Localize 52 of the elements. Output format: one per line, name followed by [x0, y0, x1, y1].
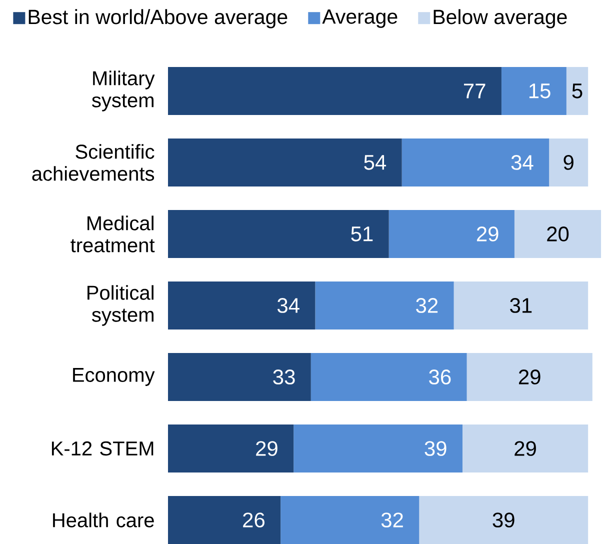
bar	[462, 424, 588, 473]
data-label: 36	[429, 370, 451, 384]
bar	[168, 424, 294, 473]
bar	[168, 496, 281, 544]
bar	[402, 138, 550, 186]
y-tick-label: Political system	[88, 285, 154, 326]
bar	[466, 353, 592, 401]
data-label: 32	[381, 512, 403, 528]
data-label: 33	[273, 370, 295, 384]
y-tick-label: K-12 STEM	[52, 441, 154, 456]
data-label: 26	[243, 512, 264, 528]
bar	[310, 353, 467, 401]
bar	[168, 138, 402, 186]
y-tick-label: Scientific achievements	[32, 144, 154, 181]
data-label: 51	[351, 226, 373, 242]
bar	[501, 66, 566, 115]
bar	[514, 210, 602, 258]
bar	[454, 282, 588, 330]
y-tick-label: Health care	[53, 512, 154, 528]
data-label: 29	[514, 441, 536, 456]
data-label: 15	[529, 84, 550, 98]
bar	[419, 496, 588, 544]
data-label: 34	[277, 298, 300, 313]
data-label: 5	[572, 84, 582, 98]
bar	[315, 282, 454, 330]
data-label: 20	[547, 226, 569, 242]
data-label: 31	[510, 298, 532, 313]
data-label: 54	[364, 155, 386, 170]
bar	[168, 66, 502, 115]
legend-label: Average	[322, 10, 398, 28]
y-tick-label: Economy	[73, 368, 155, 386]
bar	[168, 282, 316, 330]
bar	[388, 210, 514, 258]
bar	[280, 496, 420, 544]
bar	[168, 353, 311, 401]
bar	[549, 138, 588, 186]
bar	[566, 66, 588, 115]
data-label: 32	[416, 298, 438, 313]
legend-label: Best in world/Above average	[28, 9, 288, 28]
y-tick-label: Military system	[92, 70, 155, 112]
data-label: 9	[564, 155, 574, 170]
data-label: 29	[476, 226, 498, 242]
data-label: 29	[256, 441, 278, 456]
data-label: 34	[511, 155, 534, 170]
bar	[294, 424, 462, 473]
bar	[168, 210, 389, 258]
y-tick-label: Medical treatment	[70, 216, 155, 252]
data-label: 39	[424, 441, 446, 456]
data-label: 39	[492, 512, 514, 528]
data-label: 77	[464, 84, 486, 98]
legend-label: Below average	[434, 9, 567, 28]
data-label: 29	[518, 370, 540, 384]
